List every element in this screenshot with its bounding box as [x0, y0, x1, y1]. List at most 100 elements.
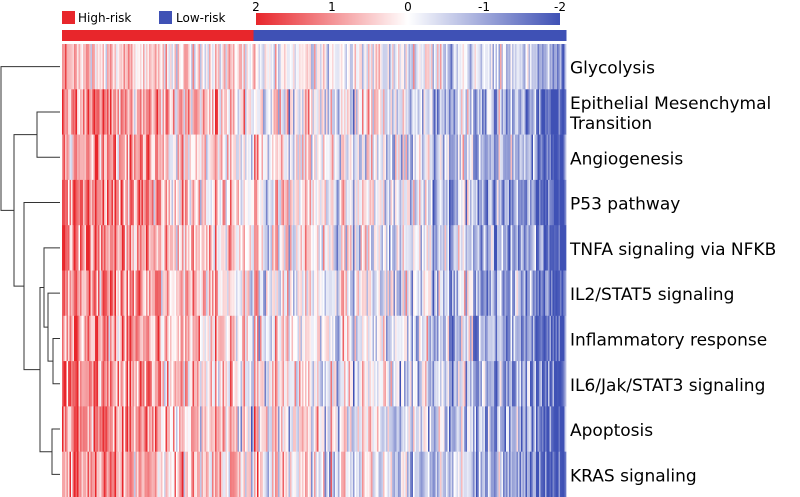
heatmap-cell — [129, 134, 132, 181]
heatmap-cell — [548, 179, 550, 226]
heatmap-cell — [153, 225, 156, 271]
heatmap-cell — [338, 315, 340, 362]
heatmap-cell — [432, 451, 435, 497]
heatmap-cell — [146, 451, 148, 497]
heatmap-cell — [81, 225, 84, 271]
heatmap-cell — [143, 270, 145, 317]
heatmap-cell — [426, 225, 429, 271]
heatmap-cell — [536, 451, 538, 497]
heatmap-cell — [393, 451, 396, 497]
heatmap-cell — [224, 225, 226, 271]
heatmap-cell — [501, 361, 504, 407]
heatmap-cell — [201, 179, 204, 226]
heatmap-cell — [284, 361, 286, 407]
heatmap-cell — [524, 179, 526, 226]
heatmap-cell — [243, 270, 246, 317]
heatmap-cell — [528, 270, 531, 317]
heatmap-cell — [302, 451, 304, 497]
heatmap-cell — [275, 361, 277, 407]
heatmap-cell — [558, 44, 561, 90]
heatmap-cell — [348, 44, 351, 90]
heatmap-cell — [95, 89, 97, 135]
heatmap-cell — [155, 44, 157, 90]
heatmap-cell — [141, 225, 144, 271]
heatmap-cell — [453, 134, 456, 181]
heatmap-cell — [231, 89, 234, 135]
heatmap-cell — [479, 361, 481, 407]
heatmap-cell — [353, 134, 355, 181]
heatmap-cell — [434, 315, 436, 362]
heatmap-cell — [552, 225, 555, 271]
heatmap-cell — [135, 134, 138, 181]
heatmap-cell — [159, 315, 162, 362]
heatmap-cell — [351, 225, 354, 271]
heatmap-cell — [518, 44, 520, 90]
heatmap-cell — [344, 134, 346, 181]
heatmap-cell — [492, 134, 495, 181]
heatmap-cell — [255, 451, 258, 497]
heatmap-cell — [114, 406, 117, 452]
heatmap-cell — [380, 315, 382, 362]
heatmap-cell — [302, 44, 304, 90]
heatmap-cell — [290, 451, 292, 497]
heatmap-cell — [357, 406, 360, 452]
heatmap-cell — [218, 270, 220, 317]
heatmap-cell — [216, 225, 219, 271]
heatmap-cell — [218, 44, 220, 90]
heatmap-cell — [423, 361, 426, 407]
heatmap-cell — [443, 315, 445, 362]
heatmap-cell — [200, 89, 202, 135]
heatmap-cell — [171, 315, 174, 362]
heatmap-cell — [312, 89, 315, 135]
heatmap-cell — [182, 270, 184, 317]
heatmap-cell — [324, 315, 327, 362]
heatmap-cell — [336, 134, 339, 181]
heatmap-cell — [152, 134, 154, 181]
heatmap-cell — [485, 315, 487, 362]
heatmap-cell — [231, 134, 234, 181]
heatmap-cell — [464, 134, 466, 181]
heatmap-cell — [122, 44, 124, 90]
heatmap-cell — [228, 361, 231, 407]
heatmap-cell — [464, 451, 466, 497]
heatmap-cell — [273, 270, 276, 317]
heatmap-cell — [525, 134, 528, 181]
heatmap-cell — [195, 315, 198, 362]
heatmap-cell — [71, 134, 73, 181]
heatmap-cell — [243, 315, 246, 362]
heatmap-cell — [356, 89, 358, 135]
heatmap-cell — [540, 406, 543, 452]
heatmap-cell — [65, 134, 67, 181]
heatmap-cell — [120, 315, 123, 362]
heatmap-cell — [429, 451, 432, 497]
heatmap-cell — [191, 134, 193, 181]
heatmap-cell — [110, 134, 112, 181]
heatmap-cell — [512, 361, 514, 407]
heatmap-cell — [485, 89, 487, 135]
heatmap-cell — [153, 134, 156, 181]
heatmap-cell — [293, 134, 295, 181]
heatmap-cell — [366, 134, 369, 181]
heatmap-cell — [221, 315, 223, 362]
heatmap-cell — [87, 270, 90, 317]
heatmap-cell — [560, 315, 562, 362]
heatmap-cell — [123, 44, 126, 90]
heatmap-cell — [75, 225, 78, 271]
heatmap-cell — [327, 179, 330, 226]
heatmap-cell — [302, 406, 304, 452]
heatmap-cell — [341, 406, 343, 452]
heatmap-cell — [333, 89, 336, 135]
heatmap-cell — [198, 406, 201, 452]
heatmap-cell — [245, 451, 247, 497]
heatmap-cell — [284, 315, 286, 362]
heatmap-cell — [251, 406, 253, 452]
heatmap-cell — [539, 406, 541, 452]
heatmap-cell — [161, 406, 163, 452]
heatmap-cell — [111, 179, 114, 226]
heatmap-cell — [275, 406, 277, 452]
heatmap-cell — [521, 270, 523, 317]
heatmap-cell — [321, 270, 324, 317]
heatmap-cell — [120, 406, 123, 452]
heatmap-cell — [362, 89, 364, 135]
heatmap-cell — [477, 270, 480, 317]
